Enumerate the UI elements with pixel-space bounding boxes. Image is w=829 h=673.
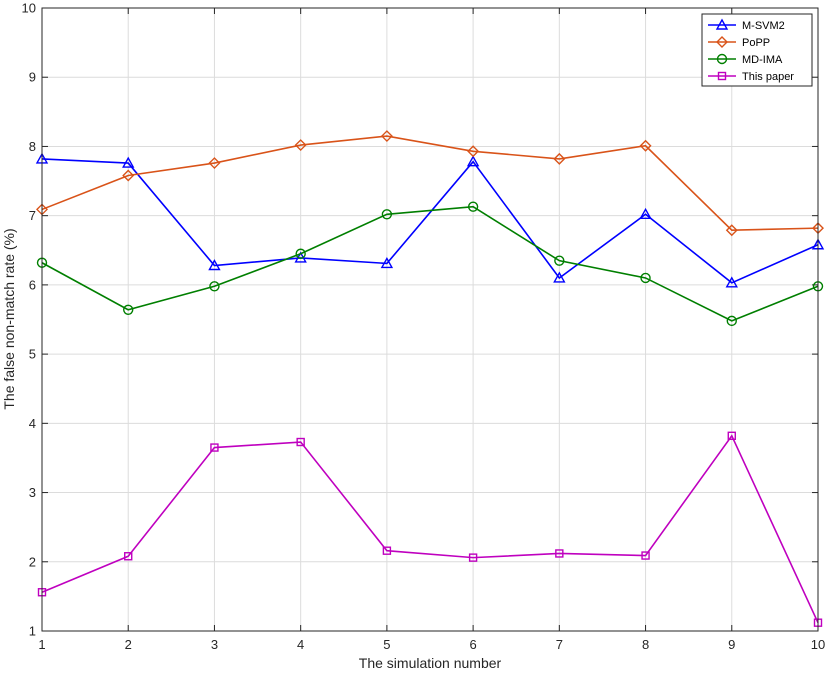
x-tick-label: 5 (383, 637, 390, 652)
legend-label-md-ima: MD-IMA (742, 54, 783, 66)
y-tick-label: 10 (22, 1, 36, 16)
data-point-this-paper (382, 546, 392, 555)
data-point-md-ima (381, 209, 393, 220)
y-tick-label: 7 (29, 208, 36, 223)
x-tick-label: 2 (125, 637, 132, 652)
data-point-md-ima (554, 255, 565, 266)
data-point-popp (639, 139, 652, 152)
legend-marker-m-svm2 (715, 18, 729, 30)
legend-box (701, 13, 813, 87)
data-point-md-ima (467, 201, 479, 212)
tick-labels: 1 2 3 4 5 6 7 8 9 10 1 2 3 4 5 6 7 8 9 10 (22, 1, 826, 653)
data-point-m-svm2 (466, 155, 480, 167)
data-point-md-ima (295, 248, 306, 259)
series-line-this-paper (41, 434, 819, 624)
legend-label-this-paper: This paper (742, 71, 794, 83)
data-point-this-paper (727, 431, 736, 440)
y-tick-label: 8 (29, 139, 36, 154)
x-tick-label: 10 (811, 637, 825, 652)
data-point-this-paper (210, 443, 219, 452)
x-tick-label: 3 (211, 637, 218, 652)
x-tick-label: 1 (38, 637, 45, 652)
legend-marker-this-paper (717, 71, 727, 81)
data-point-popp (208, 157, 221, 170)
x-tick-label: 4 (297, 637, 304, 652)
x-tick-label: 7 (556, 637, 563, 652)
y-tick-label: 1 (29, 624, 36, 639)
plot-frame (41, 7, 819, 632)
data-point-popp (122, 169, 135, 182)
data-point-m-svm2 (553, 271, 566, 283)
data-point-popp (553, 152, 566, 165)
y-tick-label: 9 (29, 70, 36, 85)
x-tick-label: 9 (728, 637, 735, 652)
data-point-popp (294, 139, 307, 152)
data-point-popp (725, 224, 738, 237)
data-point-popp (467, 145, 480, 158)
data-point-m-svm2 (208, 259, 221, 271)
data-point-this-paper (641, 551, 650, 560)
series-line-m-svm2 (41, 158, 819, 284)
legend-marker-md-ima (716, 53, 728, 65)
data-point-popp (380, 130, 393, 143)
data-point-this-paper (555, 549, 564, 558)
data-point-this-paper (468, 553, 478, 562)
series-line-popp (41, 135, 819, 232)
y-tick-label: 2 (29, 554, 36, 569)
legend-label-m-svm2: M-SVM2 (742, 20, 785, 32)
data-point-md-ima (726, 315, 737, 327)
y-tick-label: 4 (29, 416, 36, 431)
series-line-md-ima (41, 205, 819, 322)
y-tick-label: 6 (29, 277, 36, 292)
data-point-this-paper (296, 437, 305, 447)
data-point-m-svm2 (639, 207, 652, 219)
plot-area (42, 8, 818, 631)
data-point-m-svm2 (122, 156, 135, 168)
y-tick-label: 3 (29, 485, 36, 500)
data-point-m-svm2 (380, 256, 394, 269)
x-tick-label: 6 (469, 637, 476, 652)
series-popp (36, 130, 824, 237)
data-point-md-ima (209, 281, 220, 292)
data-point-this-paper (124, 552, 133, 561)
legend: M-SVM2 PoPP MD-IMA This paper (701, 13, 813, 87)
x-tick-label: 8 (642, 637, 649, 652)
y-axis-label: The false non-match rate (%) (1, 228, 17, 409)
data-point-md-ima (123, 304, 134, 316)
y-tick-label: 5 (29, 347, 36, 362)
data-point-m-svm2 (725, 276, 738, 288)
series (35, 130, 825, 627)
data-point-md-ima (640, 272, 651, 284)
legend-marker-popp (716, 36, 728, 48)
legend-label-popp: PoPP (742, 37, 770, 49)
x-axis-label: The simulation number (359, 655, 502, 671)
